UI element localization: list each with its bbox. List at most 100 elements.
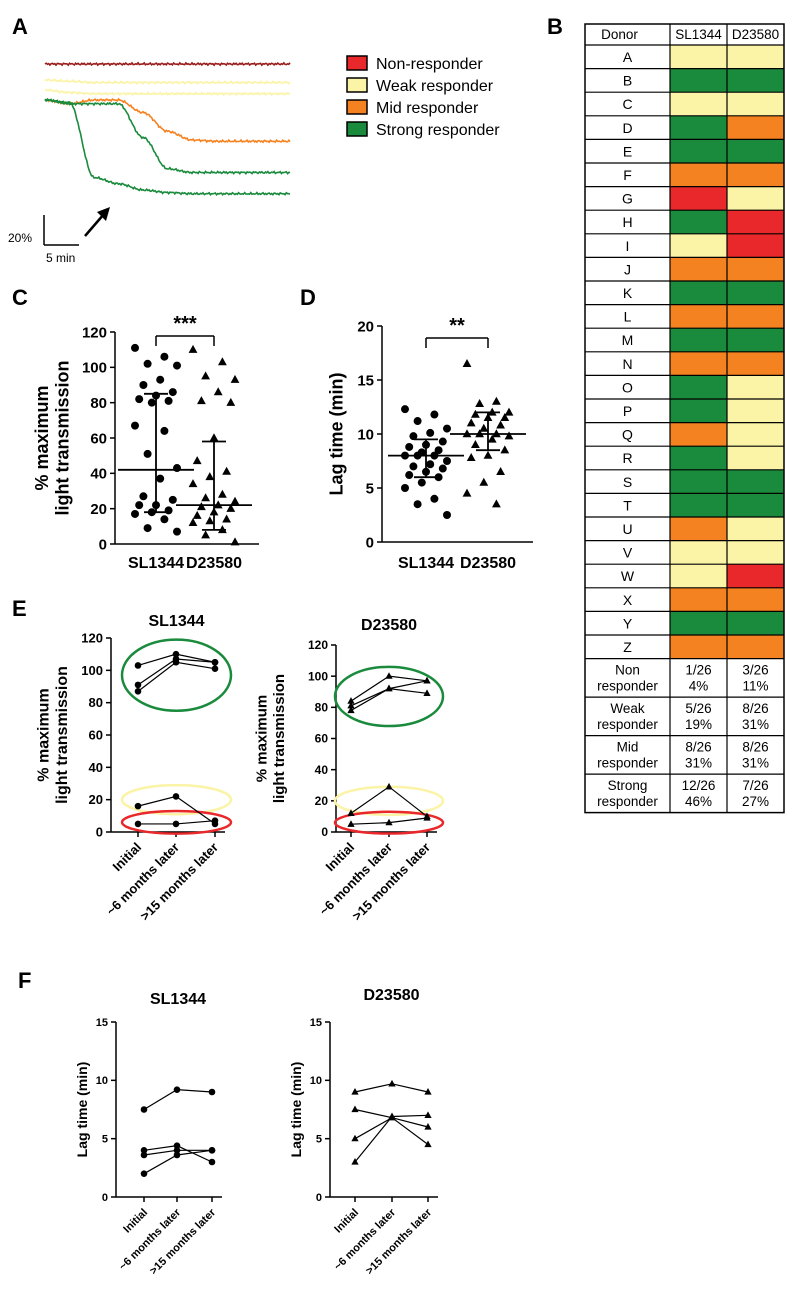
panel-E2-y-tick-label: 0 [321,825,328,839]
donor-label: M [622,332,634,348]
legend-label-mid: Mid responder [376,100,479,117]
panel-C-point [226,397,236,406]
panel-F2-y-tick-label: 0 [316,1192,322,1204]
panel-D-point [434,473,443,482]
cell-d23580-mid [727,115,784,140]
panel-F1-point [173,1086,181,1093]
cell-d23580-mid [727,587,784,612]
scalebar-y-label: 20% [8,231,32,245]
panel-C-point [222,514,231,523]
panel-F1-point [208,1158,216,1166]
panel-C-y-tick-label: 80 [90,395,107,412]
panel-D-point [434,446,443,455]
panel-E2-point [347,701,355,709]
panel-C-category-label: D23580 [186,555,242,572]
panel-C-y-tick-label: 100 [82,360,107,377]
summary-d23580: 8/26 [742,740,768,755]
cell-sl1344-mid [670,163,727,187]
cell-d23580-mid [727,351,784,376]
panel-E1-y-tick-label: 0 [96,825,103,840]
summary-d23580: 31% [742,717,769,732]
summary-label: responder [597,794,658,809]
panel-D-point [409,432,418,441]
legend-label-strong: Strong responder [376,122,500,139]
panel-D-point [500,413,510,421]
cell-d23580-strong [727,139,784,163]
arrow-head [97,207,110,221]
panel-F1-y-label: Lag time (min) [74,1062,90,1158]
panel-D-point [443,457,451,465]
panel-C-point [173,361,181,370]
cell-sl1344-strong [670,399,727,423]
cell-sl1344-mid [670,587,727,612]
panel-E1-x-tick-label: Initial [110,840,145,875]
panel-D-point [422,440,430,449]
trace-line [44,97,291,144]
trace-line [44,61,291,67]
panel-E2-point [347,706,355,714]
panel-C-point [197,396,206,405]
cell-d23580-non [727,233,784,258]
donor-label: S [623,474,632,490]
panel-D-point [405,442,414,451]
legend-swatch-mid [346,99,368,115]
panel-E2-series-line [350,688,428,711]
panel-E2-point [385,818,393,826]
panel-D-point [430,451,439,460]
panel-D-point [479,423,489,432]
summary-sl1344: 46% [685,794,712,809]
summary-sl1344: 19% [685,717,712,732]
panel-F1-y-tick-label: 15 [96,1017,108,1029]
summary-d23580: 3/26 [742,663,768,678]
panel-C-point [209,507,219,516]
cell-sl1344-mid [670,517,727,541]
panel-D-point [430,494,439,503]
donor-label: D [622,120,632,136]
donor-label: R [622,450,632,466]
panel-E2-point [385,684,393,692]
panel-D-point [401,484,409,492]
panel-E1-point [172,658,180,666]
donor-label: Q [622,427,633,443]
cell-sl1344-weak [670,540,727,565]
panel-E1-y-label-line: light transmission [54,666,71,804]
panel-D-point [483,450,493,459]
trace-line [44,78,291,86]
panel-F1-point [140,1106,148,1113]
summary-sl1344: 4% [689,679,709,694]
panel-F2-point [388,1079,396,1087]
panel-E1-ellipse-weak [120,783,233,816]
panel-E2-y-label-line: light transmission [271,674,288,803]
donor-label: Y [623,615,633,631]
panel-C-point [168,388,177,397]
panel-D-point [438,437,447,446]
donor-label: Z [623,639,632,655]
panel-D-point [443,511,451,519]
panel-F1-x-tick-label: ~6 months later [117,1206,184,1273]
cell-sl1344-strong [670,493,727,517]
panel-E2-y-label: % maximum light transmission [254,674,288,803]
cell-sl1344-mid [670,635,727,659]
cell-sl1344-weak [670,233,727,258]
panel-C-point [173,527,181,536]
donor-label: W [621,568,635,584]
table-header-Donor: Donor [601,27,638,42]
cell-sl1344-weak [670,564,727,588]
panel-C-point [168,495,177,504]
cell-sl1344-strong [670,139,727,163]
panel-C-point [156,474,165,483]
panel-C-point [192,456,202,465]
panel-C-point [139,492,148,501]
summary-d23580: 27% [742,794,769,809]
panel-D-point [504,407,514,416]
panel-D-point [466,452,476,461]
summary-label: responder [597,717,658,732]
donor-label: N [622,356,632,372]
panel-C-point [213,387,223,396]
panel-E2-point [423,689,431,696]
legend-swatch-weak [346,77,368,93]
table-border [584,23,785,814]
panel-C-point [201,530,210,539]
panel-D-point [438,464,447,473]
panel-D-point [426,428,435,437]
